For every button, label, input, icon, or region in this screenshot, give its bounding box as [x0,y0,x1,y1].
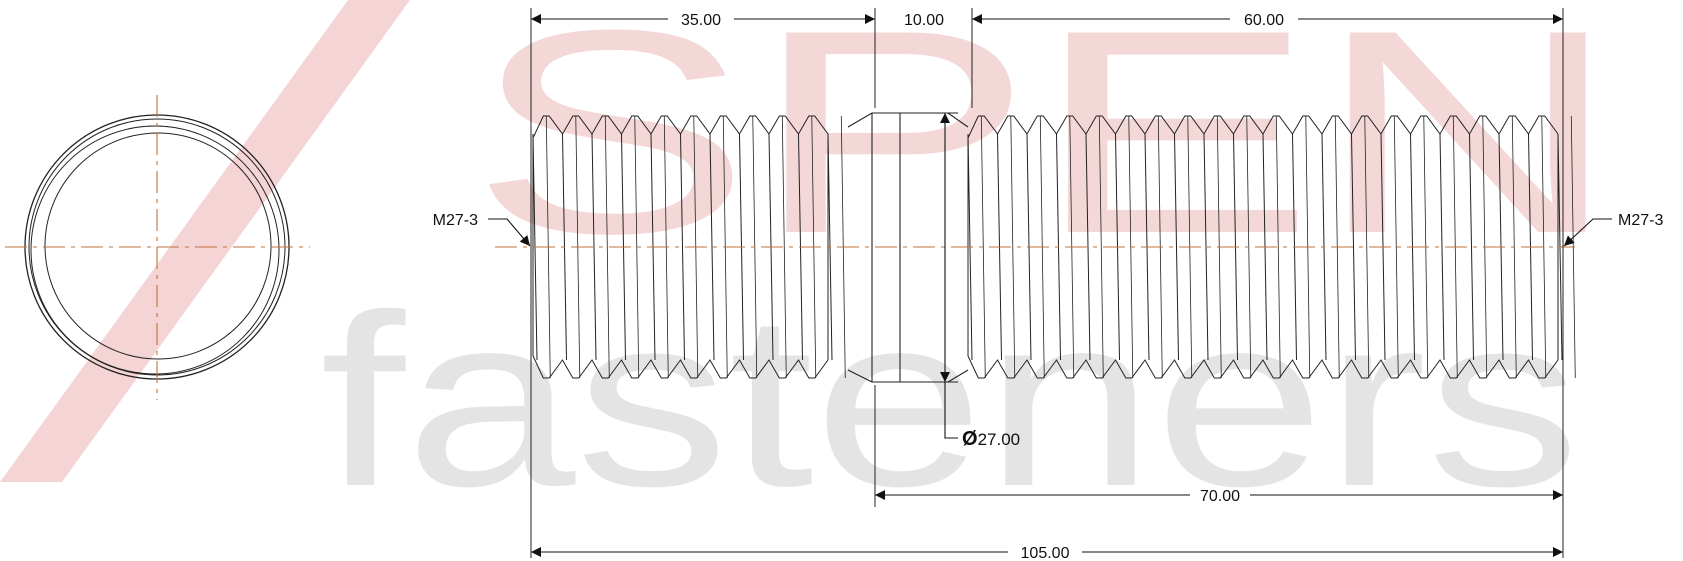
right-thread-callout: M27-3 [1618,212,1663,229]
diameter-symbol: Ø [962,428,978,450]
extension-lines [530,8,1564,558]
left-thread-callout: M27-3 [433,212,478,229]
thread-root-line [591,133,597,361]
dim-35-label: 35.00 [681,12,721,29]
thread-root-line [709,133,715,361]
diameter-value: 27.00 [978,430,1021,449]
watermark-slash [0,0,410,482]
thread-crest-line [1098,115,1104,379]
thread-crest-line [980,115,986,379]
thread-root-line [1439,133,1445,361]
thread-crest-line [1010,115,1016,379]
thread-root-line [1203,133,1209,361]
dim-10-label: 10.00 [904,12,944,29]
thread-crest-line [1275,115,1281,379]
watermark-tagline: fasteners [320,263,1580,537]
dim-60-label: 60.00 [1244,12,1284,29]
thread-root-line [1469,133,1474,361]
thread-crest-line [1128,115,1134,379]
thread-root-line [680,133,685,361]
dim-70-label: 70.00 [1200,488,1240,505]
end-view [5,95,310,400]
dim-105-label: 105.00 [1021,545,1070,561]
thread-crest-line [1364,115,1370,379]
dimension-lines [488,14,1612,557]
thread-crest-line [1393,115,1399,379]
end-view-thread-circle [30,125,280,375]
diameter-label: Ø27.00 [962,428,1020,450]
end-view-root-circle [44,132,272,360]
stud-side-view [495,112,1576,383]
thread-crest-line [1541,115,1547,379]
right-callout-leader [1563,218,1612,247]
left-callout-leader [488,218,531,247]
thread-root-line [1351,133,1356,361]
watermark-brand: SPEN [470,0,1620,294]
thread-profile-bottom [967,355,1559,379]
thread-root-line [1174,133,1179,361]
watermark: SPEN fasteners [0,0,1620,537]
thread-profile-bottom [532,355,829,379]
thread-crest-line [604,115,610,379]
thread-crest-line [781,115,787,379]
thread-crest-line [634,115,640,379]
thread-root-line [1085,133,1091,361]
dia-leader [944,382,958,439]
